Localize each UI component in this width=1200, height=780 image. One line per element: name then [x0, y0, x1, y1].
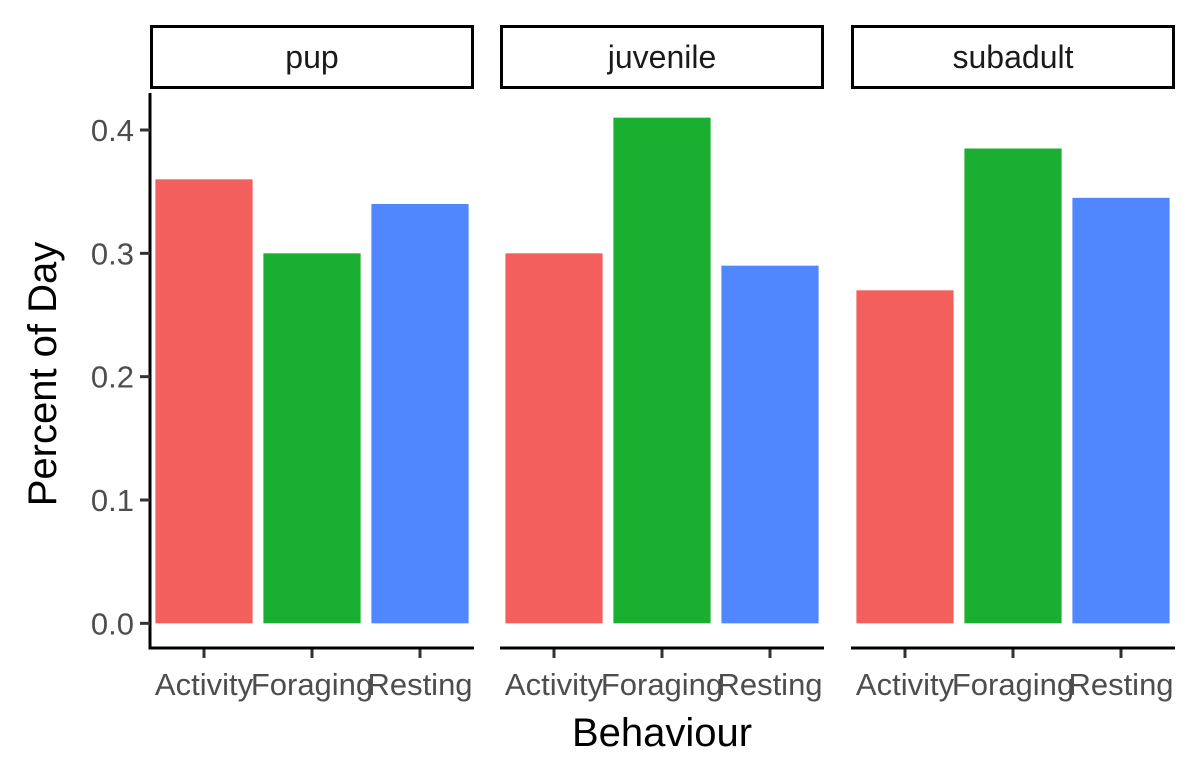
facet-label: juvenile	[607, 39, 717, 75]
x-tick-label: Resting	[1068, 667, 1173, 702]
y-tick-label: 0.4	[91, 113, 134, 148]
bar-subadult-foraging	[964, 148, 1062, 624]
x-tick-label: Activity	[856, 667, 955, 702]
y-tick-label: 0.0	[91, 606, 134, 641]
facet-strip-juvenile	[500, 25, 824, 89]
bar-juvenile-resting	[721, 265, 819, 624]
x-tick-label: Foraging	[251, 667, 373, 702]
facet-strips: pup juvenile subadult	[150, 25, 1175, 89]
facet-label: subadult	[953, 39, 1074, 75]
facet-strip-pup	[150, 25, 474, 89]
bar-juvenile-activity	[505, 253, 603, 624]
x-tick-label: Activity	[505, 667, 604, 702]
bar-pup-activity	[155, 179, 253, 624]
facet-strip-subadult	[851, 25, 1175, 89]
bar-pup-foraging	[263, 253, 361, 624]
bar-subadult-activity	[856, 290, 954, 624]
x-tick-label: Activity	[155, 667, 254, 702]
x-tick-label: Resting	[717, 667, 822, 702]
facet-label: pup	[285, 39, 338, 75]
y-tick-label: 0.1	[91, 483, 134, 518]
x-tick-label: Resting	[367, 667, 472, 702]
x-tick-label: Foraging	[601, 667, 723, 702]
bar-subadult-resting	[1072, 197, 1170, 624]
y-axis-title: Percent of Day	[21, 242, 65, 507]
bar-juvenile-foraging	[613, 117, 711, 624]
x-tick-label: Foraging	[952, 667, 1074, 702]
y-tick-label: 0.2	[91, 360, 134, 395]
x-axis-title: Behaviour	[572, 711, 752, 755]
bar-pup-resting	[371, 204, 469, 624]
y-tick-label: 0.3	[91, 236, 134, 271]
bars	[155, 117, 1170, 624]
